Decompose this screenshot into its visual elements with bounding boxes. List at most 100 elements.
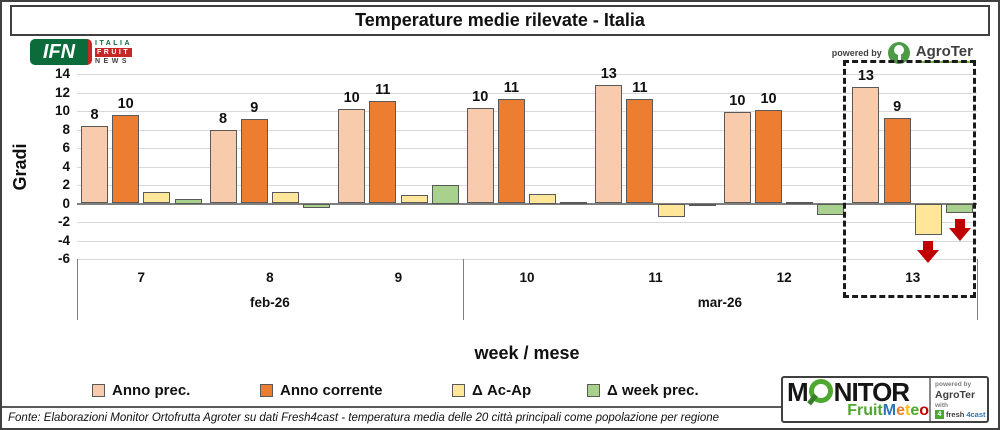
- plot-area: 8 8 10 10 13 10 13 10 9 11 11 11 10 9: [77, 66, 977, 260]
- y-tick-label: -4: [57, 232, 70, 248]
- gridline: [77, 185, 977, 186]
- anno-prec-bar-week-8: [209, 130, 237, 204]
- week-label-9: 9: [394, 270, 403, 285]
- legend-swatch: [92, 384, 105, 397]
- week-label-11: 11: [648, 270, 663, 285]
- bar-data-label: 10: [343, 90, 360, 107]
- fresh4cast-logo: 4 fresh 4cast: [935, 410, 987, 419]
- legend-label: Δ week prec.: [607, 382, 699, 399]
- legend-swatch: [452, 384, 465, 397]
- delta-ac-ap-bar-week-8: [271, 192, 299, 204]
- arrow-stem: [923, 240, 934, 251]
- gridline: [77, 111, 977, 112]
- y-tick-label: -6: [57, 251, 70, 266]
- ifn-fruit-label: FRUIT: [95, 47, 133, 57]
- legend-label: Anno prec.: [112, 382, 191, 399]
- anno-corrente-bar-week-7: [112, 114, 140, 204]
- anno-corrente-bar-week-11: [626, 98, 654, 204]
- powered-by-small-label: powered by: [935, 381, 972, 388]
- legend-item: Anno corrente: [260, 382, 383, 399]
- zero-axis-line: [77, 202, 977, 205]
- bar-data-label: 13: [857, 67, 874, 84]
- monitor-wordmark: M NITOR FruitMeteo: [783, 378, 929, 421]
- y-axis-ticks: 14 12 10 8 6 4 2 0 -2 -4 -6: [38, 66, 70, 266]
- week-label-8: 8: [266, 270, 274, 285]
- y-tick-label: 12: [54, 84, 70, 100]
- tree-trunk-shape: [897, 53, 901, 60]
- meteo-letter: M: [882, 402, 897, 419]
- y-tick-label: 14: [54, 66, 70, 81]
- page-title: Temperature medie rilevate - Italia: [355, 10, 645, 30]
- delta-week-prec-bar-week-10: [560, 201, 588, 204]
- arrow-head: [948, 227, 971, 241]
- axis-separator: [977, 259, 978, 320]
- bar-data-label: 10: [760, 91, 777, 108]
- tree-canopy-shape: [893, 45, 904, 55]
- anno-prec-bar-week-11: [595, 85, 623, 204]
- monitor-powered-panel: powered by AgroTer with 4 fresh 4cast: [929, 378, 987, 421]
- monitor-fruitmeteo-logo: M NITOR FruitMeteo powered by AgroTer wit…: [781, 376, 989, 423]
- fresh4cast-icon: 4: [935, 410, 944, 419]
- delta-week-prec-bar-week-8: [303, 203, 331, 209]
- chart-title-box: Temperature medie rilevate - Italia: [10, 5, 990, 36]
- meteo-letter: t: [904, 402, 911, 419]
- legend-swatch: [260, 384, 273, 397]
- y-tick-label: 10: [54, 103, 70, 118]
- anno-corrente-bar-week-10: [497, 98, 525, 204]
- anno-corrente-bar-week-8: [240, 119, 268, 204]
- magnifier-icon: [808, 379, 833, 403]
- anno-corrente-bar-week-12: [755, 110, 783, 204]
- delta-week-prec-bar-week-9: [431, 185, 459, 204]
- delta-week-prec-bar-week-11: [688, 203, 716, 206]
- powered-by-label: powered by: [831, 48, 882, 58]
- fruitmeteo-word: FruitMeteo: [847, 402, 929, 419]
- y-tick-label: 2: [62, 177, 70, 192]
- down-arrow-icon: [948, 218, 971, 241]
- ifn-logo-mark: IFN: [30, 39, 92, 65]
- agroter-tree-icon: [887, 42, 910, 64]
- x-axis-title: week / mese: [474, 343, 580, 363]
- axis-separator: [462, 259, 464, 320]
- delta-week-prec-bar-week-13: [946, 203, 973, 213]
- ifn-logo: IFN ITALIA FRUIT NEWS: [30, 39, 133, 65]
- anno-corrente-bar-week-9: [369, 100, 397, 204]
- y-tick-label: 4: [62, 158, 70, 174]
- gridline: [77, 92, 977, 94]
- delta-week-prec-bar-week-12: [817, 203, 845, 215]
- bar-data-label: 9: [250, 100, 259, 117]
- bar-data-label: 8: [219, 111, 228, 128]
- bar-data-label: 9: [893, 99, 902, 116]
- arrow-stem: [954, 218, 965, 229]
- week-label-10: 10: [519, 270, 535, 285]
- legend-swatch: [587, 384, 600, 397]
- gridline: [77, 222, 977, 223]
- gridline: [77, 148, 977, 149]
- gridline: [77, 74, 977, 75]
- anno-prec-bar-week-13: [852, 86, 880, 204]
- meteo-letter: e: [896, 402, 905, 419]
- axis-separator: [77, 259, 78, 320]
- gridline: [77, 166, 977, 168]
- delta-ac-ap-bar-week-13: [914, 203, 942, 235]
- powered-by-agroter: powered by AgroTer: [832, 42, 973, 64]
- ifn-logo-text: ITALIA FRUIT NEWS: [95, 40, 133, 65]
- legend-item: Anno prec.: [92, 382, 190, 399]
- bar-data-label: 10: [117, 95, 134, 112]
- legend-label: Δ Ac-Ap: [472, 382, 532, 399]
- delta-ac-ap-bar-week-9: [400, 195, 428, 204]
- anno-prec-bar-week-12: [723, 111, 751, 204]
- arrow-head: [917, 249, 940, 263]
- meteo-letter: e: [910, 402, 920, 419]
- legend-item: Δ week prec.: [587, 382, 699, 399]
- gridline: [77, 240, 977, 242]
- month-label: mar-26: [697, 295, 742, 310]
- week-label-7: 7: [137, 270, 146, 285]
- y-tick-label: -2: [57, 214, 70, 229]
- legend: Anno prec. Anno corrente Δ Ac-Ap Δ week pre…: [2, 382, 998, 402]
- y-tick-label: 8: [62, 121, 70, 137]
- bar-data-label: 10: [729, 92, 746, 109]
- bar-data-label: 8: [90, 106, 99, 123]
- legend-item: Δ Ac-Ap: [452, 382, 531, 399]
- anno-corrente-bar-week-13: [883, 118, 911, 204]
